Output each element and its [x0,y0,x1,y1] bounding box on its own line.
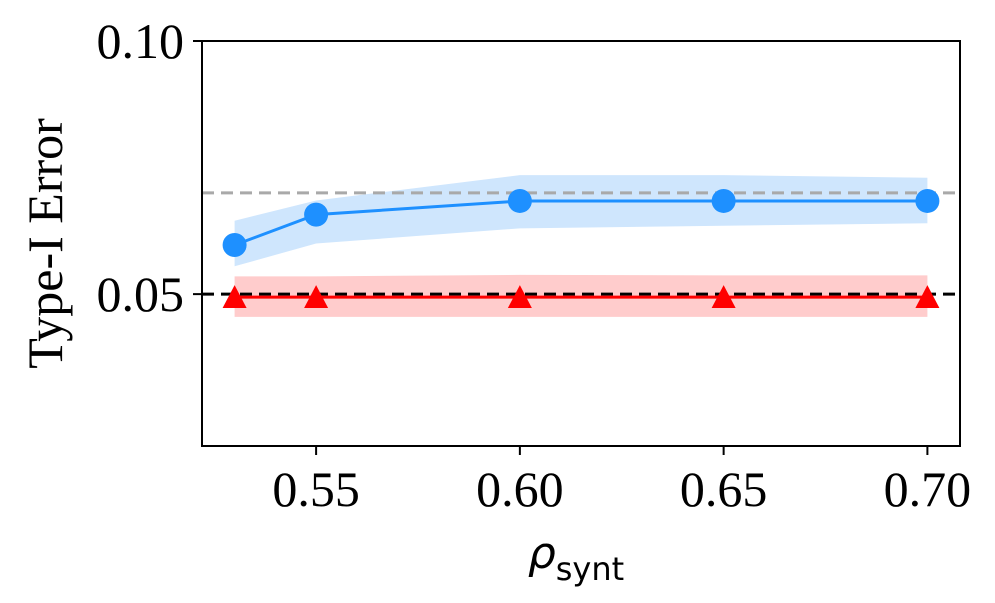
series-0-band [234,175,928,267]
x-tick-label: 0.60 [476,461,564,517]
series-0-point [222,233,247,258]
series-1-point [507,285,532,308]
x-axis-label-subscript: synt [556,550,624,588]
x-axis-label: ρsynt [528,528,624,588]
x-tick-label: 0.65 [680,461,768,517]
x-axis-label-symbol: ρ [528,528,556,579]
plot-frame [201,40,961,447]
x-tick-label: 0.70 [884,461,972,517]
y-tick-label: 0.10 [97,13,185,69]
series-markers [222,188,940,308]
reference-lines [202,191,960,296]
series-1-point [711,285,736,308]
series-0-point [915,188,940,213]
series-0-point [507,188,532,213]
series-1-point [304,285,329,308]
confidence-bands [234,175,928,317]
y-tick-label: 0.05 [97,266,185,322]
x-axis-ticks: 0.55 0.60 0.65 0.70 [272,446,971,517]
x-tick-label: 0.55 [272,461,360,517]
y-axis-ticks: 0.05 0.10 [97,13,202,322]
series-0-point [304,202,329,227]
series-1-point [915,285,940,308]
y-axis-label: Type-I Error [17,118,73,369]
series-1-point [222,285,247,308]
series-0-point [711,188,736,213]
